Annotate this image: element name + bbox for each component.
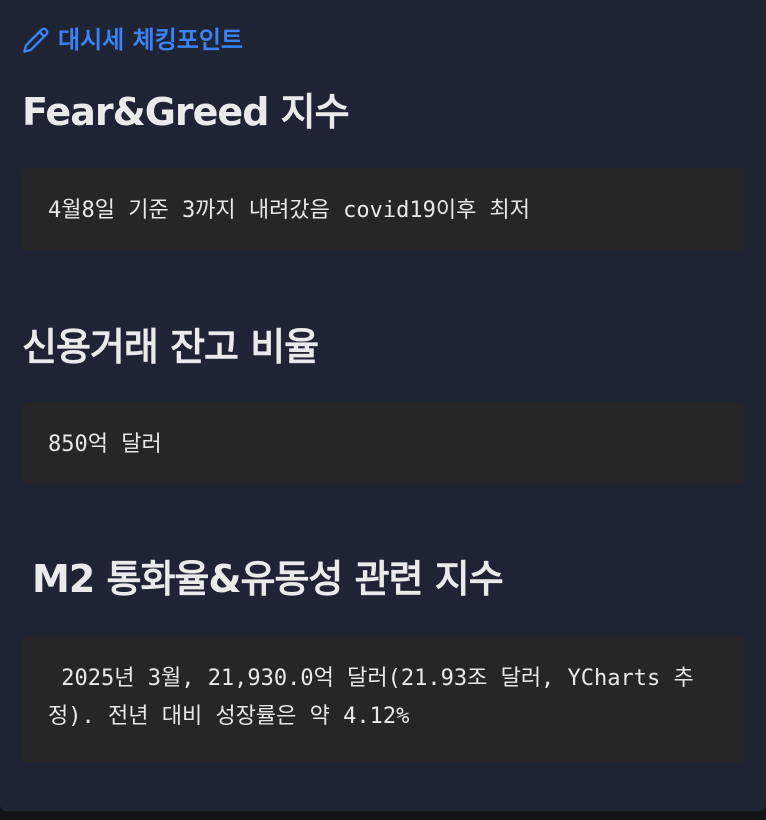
section-heading-m2-liquidity: M2 통화율&유동성 관련 지수 [32, 557, 504, 601]
code-block-m2-liquidity: 2025년 3월, 21,930.0억 달러(21.93조 달러, YChart… [22, 636, 744, 762]
section-heading-fear-greed: Fear&Greed 지수 [22, 90, 350, 134]
pencil-icon [22, 26, 50, 54]
code-block-fear-greed: 4월8일 기준 3까지 내려갔음 covid19이후 최저 [22, 168, 744, 250]
code-block-margin-debt: 850억 달러 [22, 402, 744, 484]
page-link-label: 대시세 체킹포인트 [58, 26, 243, 54]
section-heading-margin-debt: 신용거래 잔고 비율 [22, 325, 319, 369]
page-link[interactable]: 대시세 체킹포인트 [22, 24, 243, 56]
